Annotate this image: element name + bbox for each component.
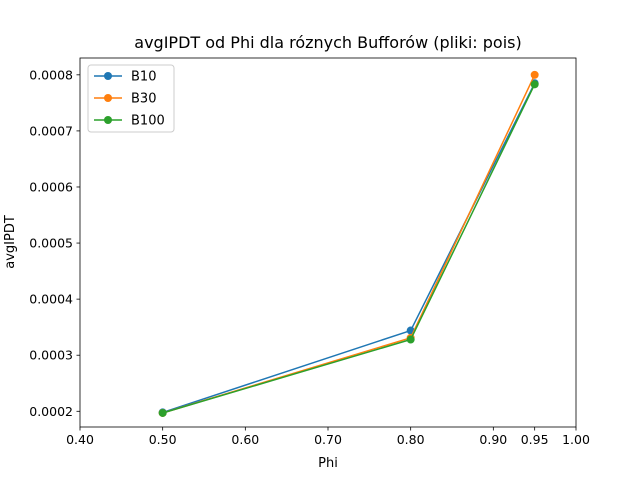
legend-label-b30: B30: [131, 92, 156, 107]
y-tick-label: 0.0003: [29, 348, 73, 363]
x-axis-label: Phi: [318, 456, 338, 471]
y-tick-label: 0.0004: [29, 292, 73, 307]
x-tick-label: 0.80: [397, 432, 425, 447]
x-tick-label: 0.95: [521, 432, 549, 447]
legend-marker-b30: [104, 94, 112, 102]
series-group: [158, 70, 539, 417]
data-point-b100-0: [158, 408, 167, 417]
data-point-b30-2: [530, 70, 539, 79]
x-tick-label: 1.00: [562, 432, 590, 447]
y-tick-label: 0.0002: [29, 404, 73, 419]
legend-label-b10: B10: [131, 70, 156, 85]
x-tick-label: 0.60: [231, 432, 259, 447]
legend-label-b100: B100: [131, 114, 165, 129]
legend-marker-b100: [104, 116, 112, 124]
x-tick-label: 0.40: [66, 432, 94, 447]
y-tick-label: 0.0005: [29, 236, 73, 251]
legend-box: [87, 64, 175, 133]
data-point-b100-1: [406, 335, 415, 344]
x-tick-label: 0.70: [314, 432, 342, 447]
data-point-b100-2: [530, 80, 539, 89]
x-tick-label: 0.50: [149, 432, 177, 447]
y-tick-label: 0.0006: [29, 179, 73, 194]
y-axis-label: avgIPDT: [3, 215, 18, 269]
x-tick-label: 0.90: [479, 432, 507, 447]
legend-marker-b10: [104, 72, 112, 80]
y-tick-label: 0.0008: [29, 67, 73, 82]
chart-title: avgIPDT od Phi dla róznych Bufforów (pli…: [134, 33, 521, 52]
y-tick-label: 0.0007: [29, 123, 73, 138]
axes-group: 0.40 0.50 0.60 0.70 0.80 0.90 0.95 1.00 0.0002 0.…: [29, 57, 590, 447]
legend: B10 B30 B100: [87, 64, 175, 133]
